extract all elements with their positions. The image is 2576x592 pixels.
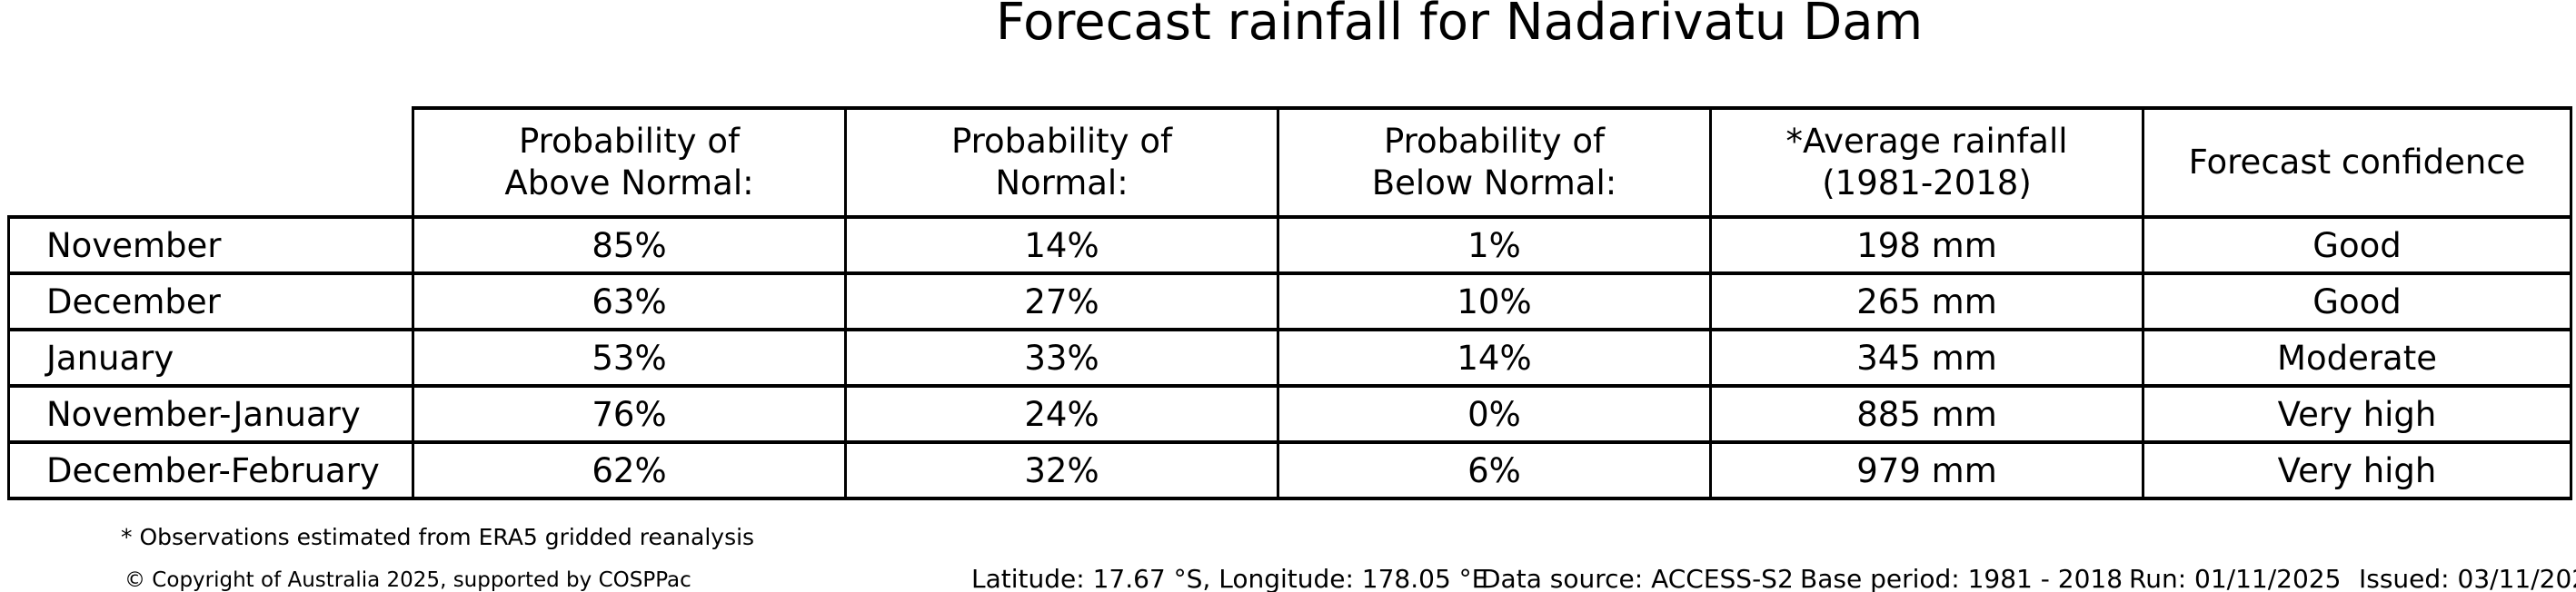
table-header-row: Probability of Above Normal: Probability… (8, 106, 2572, 219)
cell-forecast-confidence: Very high (2142, 384, 2572, 444)
cell-forecast-confidence: Moderate (2142, 328, 2572, 388)
table-row-november: November 85% 14% 1% 198 mm Good (7, 215, 2572, 275)
cell-above-normal: 85% (412, 215, 847, 275)
table-row-january: January 53% 33% 14% 345 mm Moderate (7, 328, 2572, 388)
base-period-text: Base period: 1981 - 2018 (1800, 564, 2123, 592)
cell-normal: 33% (844, 328, 1279, 388)
row-label: January (7, 328, 414, 388)
cell-average-rainfall: 265 mm (1709, 271, 2144, 331)
cell-above-normal: 63% (412, 271, 847, 331)
cell-average-rainfall: 885 mm (1709, 384, 2144, 444)
cell-forecast-confidence: Good (2142, 271, 2572, 331)
cell-above-normal: 62% (412, 440, 847, 500)
cell-normal: 14% (844, 215, 1279, 275)
issued-date-text: Issued: 03/11/2025 (2359, 564, 2576, 592)
location-text: Latitude: 17.67 °S, Longitude: 178.05 °E (971, 564, 1488, 592)
page-title: Forecast rainfall for Nadarivatu Dam (995, 0, 1924, 52)
cell-average-rainfall: 198 mm (1709, 215, 2144, 275)
header-cell-average-rainfall: *Average rainfall (1981-2018) (1709, 106, 2144, 219)
data-source-text: Data source: ACCESS-S2 (1481, 564, 1794, 592)
cell-average-rainfall: 979 mm (1709, 440, 2144, 500)
cell-above-normal: 53% (412, 328, 847, 388)
row-label: November-January (7, 384, 414, 444)
table-row-november-january: November-January 76% 24% 0% 885 mm Very … (7, 384, 2572, 444)
row-label: December-February (7, 440, 414, 500)
header-cell-above-normal: Probability of Above Normal: (412, 106, 847, 219)
cell-below-normal: 1% (1277, 215, 1712, 275)
cell-normal: 24% (844, 384, 1279, 444)
row-label: December (7, 271, 414, 331)
cell-normal: 27% (844, 271, 1279, 331)
row-label: November (7, 215, 414, 275)
footnote-text: * Observations estimated from ERA5 gridd… (121, 524, 755, 550)
cell-below-normal: 14% (1277, 328, 1712, 388)
cell-forecast-confidence: Good (2142, 215, 2572, 275)
corner-cell (8, 108, 413, 217)
run-date-text: Run: 01/11/2025 (2129, 564, 2342, 592)
table-row-december-february: December-February 62% 32% 6% 979 mm Very… (7, 440, 2572, 500)
header-cell-normal: Probability of Normal: (844, 106, 1279, 219)
cell-below-normal: 0% (1277, 384, 1712, 444)
cell-average-rainfall: 345 mm (1709, 328, 2144, 388)
header-cell-forecast-confidence: Forecast confidence (2142, 106, 2572, 219)
header-cell-below-normal: Probability of Below Normal: (1277, 106, 1712, 219)
cell-above-normal: 76% (412, 384, 847, 444)
copyright-text: © Copyright of Australia 2025, supported… (124, 568, 691, 592)
cell-below-normal: 10% (1277, 271, 1712, 331)
forecast-table: Probability of Above Normal: Probability… (7, 106, 2572, 500)
cell-forecast-confidence: Very high (2142, 440, 2572, 500)
cell-normal: 32% (844, 440, 1279, 500)
cell-below-normal: 6% (1277, 440, 1712, 500)
table-row-december: December 63% 27% 10% 265 mm Good (7, 271, 2572, 331)
